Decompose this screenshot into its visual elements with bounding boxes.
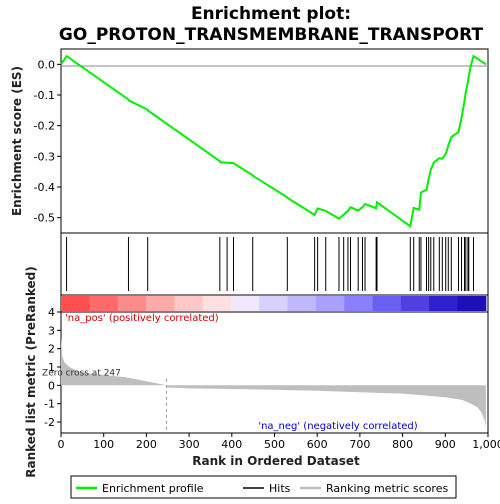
heat-bar-segment	[117, 296, 147, 311]
es-panel: 0.0 -0.1 -0.2 -0.3 -0.4 -0.5 Enrichment score…	[10, 48, 489, 234]
heat-bar-segment	[174, 296, 204, 311]
es-tick-label: -0.4	[34, 181, 55, 194]
hits-panel-frame	[60, 232, 489, 296]
x-axis-label: Rank in Ordered Dataset	[192, 454, 360, 468]
metric-tick-label: -2	[44, 416, 55, 429]
heat-bar-segment	[145, 296, 175, 311]
x-tick-label: 400	[221, 438, 242, 451]
heat-bar-segment	[400, 296, 430, 311]
metric-tick-label: 2	[48, 343, 55, 356]
x-tick-label: 600	[307, 438, 328, 451]
legend-hits-label: Hits	[269, 482, 291, 495]
heat-bar-segment	[230, 296, 260, 311]
ranking-metric-area	[61, 337, 486, 428]
x-tick-label: 100	[93, 438, 114, 451]
heat-bar-segment	[61, 296, 90, 311]
es-axis-label: Enrichment score (ES)	[10, 66, 24, 216]
heat-bar-segment	[202, 296, 232, 311]
legend-metric-label: Ranking metric scores	[326, 482, 448, 495]
metric-axis-label: Ranked list metric (PreRanked)	[24, 266, 38, 478]
heat-bar-segment	[372, 296, 402, 311]
enrichment-profile-line	[60, 54, 487, 229]
x-tick-label: 800	[392, 438, 413, 451]
x-tick-label: 0	[58, 438, 65, 451]
x-tick-label: 900	[435, 438, 456, 451]
heat-bar-segment	[429, 296, 459, 311]
heat-bar-segment	[259, 296, 289, 311]
es-tick-label: -0.2	[34, 120, 55, 133]
es-tick-label: -0.3	[34, 150, 55, 163]
hits-panel	[60, 232, 489, 296]
pos-correlation-label: 'na_pos' (positively correlated)	[65, 313, 219, 324]
ranked-color-bar	[60, 294, 489, 313]
chart-title-line2: GO_PROTON_TRANSMEMBRANE_TRANSPORT	[59, 25, 484, 45]
metric-tick-label: 1	[48, 361, 55, 374]
x-tick-label: 1,000	[472, 438, 500, 451]
es-tick-label: -0.5	[34, 212, 55, 225]
metric-tick-label: 0	[48, 379, 55, 392]
heat-bar-segment	[344, 296, 374, 311]
x-tick-label: 500	[264, 438, 285, 451]
metric-tick-label: 4	[48, 306, 55, 319]
legend-enrichment-label: Enrichment profile	[102, 482, 204, 495]
metric-tick-label: 3	[48, 324, 55, 337]
metric-panel-frame	[60, 311, 489, 434]
neg-correlation-label: 'na_neg' (negatively correlated)	[258, 421, 417, 432]
heat-bar-segment	[457, 296, 487, 311]
x-tick-label: 300	[179, 438, 200, 451]
zero-cross-label: Zero cross at 247	[42, 368, 121, 378]
es-tick-label: -0.1	[34, 89, 55, 102]
heat-bar-segment	[315, 296, 345, 311]
x-tick-label: 200	[136, 438, 157, 451]
legend-frame	[70, 475, 457, 499]
heat-bar-segment	[89, 296, 119, 311]
heat-bar-segment	[287, 296, 317, 311]
x-tick-label: 700	[349, 438, 370, 451]
metric-tick-label: -1	[44, 398, 55, 411]
es-panel-frame	[60, 48, 489, 234]
es-tick-label: 0.0	[38, 58, 56, 71]
metric-panel: Zero cross at 247 'na_pos' (positively c…	[24, 266, 500, 478]
legend: Enrichment profile Hits Ranking metric s…	[70, 475, 457, 499]
chart-title-line1: Enrichment plot:	[191, 4, 351, 24]
